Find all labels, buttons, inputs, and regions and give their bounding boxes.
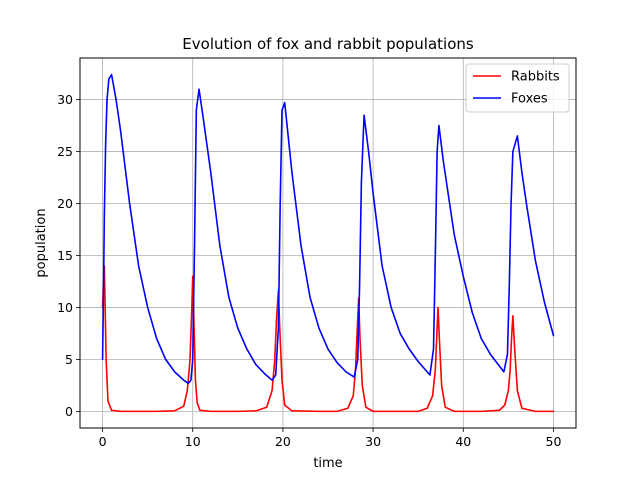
y-tick-label: 10 (57, 300, 73, 315)
y-axis-label: population (34, 208, 49, 277)
x-tick-label: 10 (185, 434, 201, 449)
y-tick-label: 30 (57, 92, 73, 107)
x-tick-label: 20 (275, 434, 291, 449)
series-layer (101, 73, 555, 413)
axes-frame (79, 57, 577, 429)
x-axis-label: time (313, 456, 342, 471)
x-tick-label: 30 (365, 434, 381, 449)
x-tick-label: 40 (455, 434, 471, 449)
y-tick-label: 0 (65, 404, 73, 419)
legend-label-foxes: Foxes (511, 92, 548, 107)
x-tick-label: 0 (99, 434, 107, 449)
series-line-rabbits (101, 265, 555, 413)
grid (80, 58, 576, 428)
legend: Rabbits Foxes (465, 63, 570, 113)
series-line-foxes (101, 73, 555, 385)
x-tick-label: 50 (546, 434, 562, 449)
y-tick-label: 5 (65, 352, 73, 367)
legend-label-rabbits: Rabbits (511, 70, 560, 85)
x-axis: 0 10 20 30 40 50 (99, 428, 562, 449)
y-tick-label: 25 (57, 144, 73, 159)
y-axis: 0 5 10 15 20 25 30 (57, 92, 80, 419)
chart-title: Evolution of fox and rabbit populations (182, 35, 474, 53)
y-tick-label: 15 (57, 248, 73, 263)
y-tick-label: 20 (57, 196, 73, 211)
